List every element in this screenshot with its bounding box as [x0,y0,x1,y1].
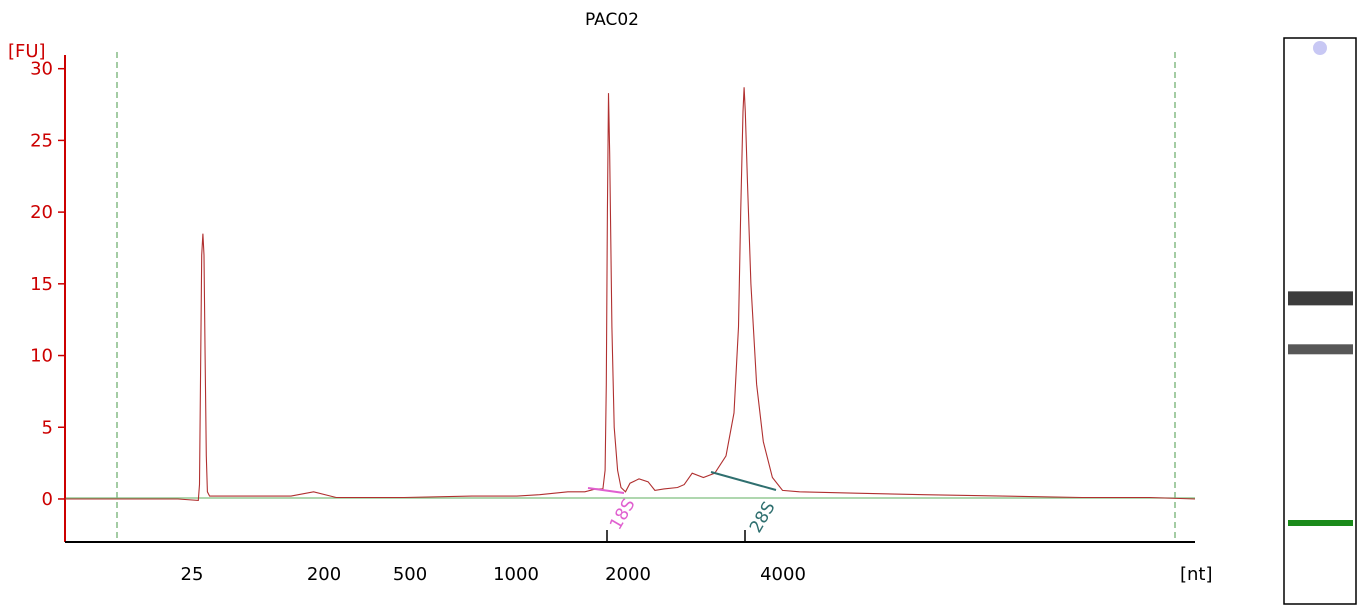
x-ticks: 25 200 500 1000 2000 4000 [181,530,806,585]
peak-18s-label: 18S [606,495,640,533]
gel-lane-spot [1313,41,1327,55]
y-tick-label: 10 [30,346,53,367]
y-tick-label: 5 [42,417,53,438]
gel-band [1288,344,1353,355]
y-tick-label: 30 [30,59,53,80]
peak-18s-baseline [587,487,625,494]
gel-lane-marker-band [1288,520,1353,526]
chart-title: PAC02 [585,10,639,30]
y-axis-label: [FU] [8,41,46,62]
gel-lane-frame [1283,37,1357,605]
gel-lane [1283,37,1357,605]
x-tick-label: 500 [393,564,427,585]
gel-bands [1288,291,1353,355]
peak-28s-label: 28S [746,498,780,536]
x-tick-label: 200 [307,564,341,585]
window-markers [116,52,1176,542]
peak-28s-baseline [710,471,777,491]
y-tick-label: 15 [30,274,53,295]
y-tick-label: 25 [30,130,53,151]
x-tick-label: 1000 [493,564,539,585]
gel-band [1288,291,1353,306]
x-axis-label: [nt] [1180,564,1213,585]
y-ticks: 0 5 10 15 20 25 30 [30,59,65,510]
x-tick-label: 2000 [605,564,651,585]
signal-trace [65,87,1196,501]
y-tick-label: 20 [30,202,53,223]
x-tick-label: 25 [181,564,204,585]
x-tick-label: 4000 [760,564,806,585]
y-tick-label: 0 [42,489,53,510]
